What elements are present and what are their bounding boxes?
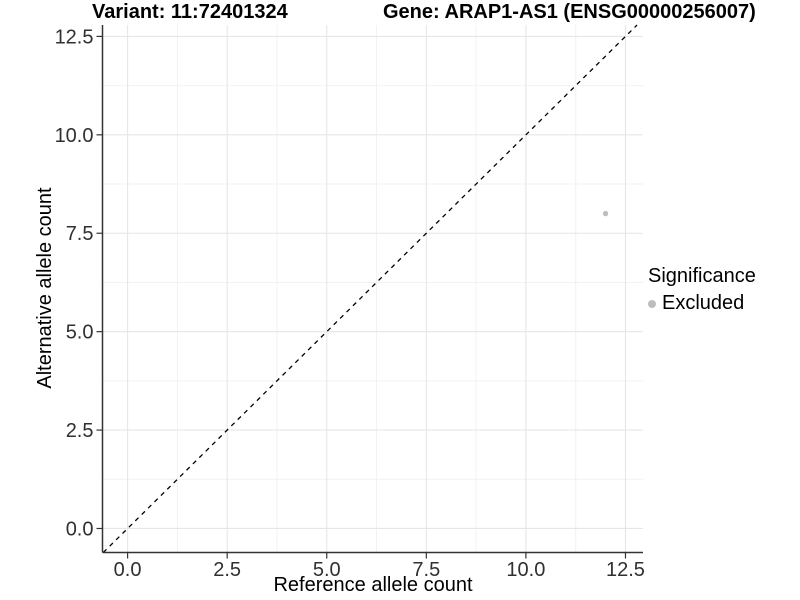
y-tick-label: 7.5 [66, 223, 94, 245]
y-tick-label: 12.5 [55, 26, 94, 48]
plot-title-variant: Variant: 11:72401324 [92, 1, 288, 23]
x-tick-label: 0.0 [114, 559, 142, 581]
legend-key-dot [648, 299, 656, 308]
y-axis-title: Alternative allele count [34, 187, 56, 389]
legend-item-label: Excluded [662, 292, 745, 314]
plot-title-gene: Gene: ARAP1-AS1 (ENSG00000256007) [383, 1, 756, 23]
x-tick-label: 2.5 [213, 559, 241, 581]
y-tick-label: 10.0 [55, 125, 94, 147]
legend-item-excluded: Excluded [648, 292, 756, 315]
y-tick-label: 5.0 [66, 322, 94, 344]
x-tick-label: 7.5 [412, 559, 440, 581]
identity-reference-line [102, 24, 638, 553]
data-point [602, 210, 609, 217]
legend-title: Significance [648, 265, 756, 287]
legend: Significance Excluded [648, 265, 756, 315]
x-tick-label: 12.5 [606, 559, 645, 581]
x-axis-title: Reference allele count [273, 574, 473, 596]
y-tick-label: 2.5 [66, 420, 94, 442]
x-tick-label: 10.0 [506, 559, 545, 581]
x-tick-label: 5.0 [313, 559, 341, 581]
y-tick-label: 0.0 [66, 518, 94, 540]
